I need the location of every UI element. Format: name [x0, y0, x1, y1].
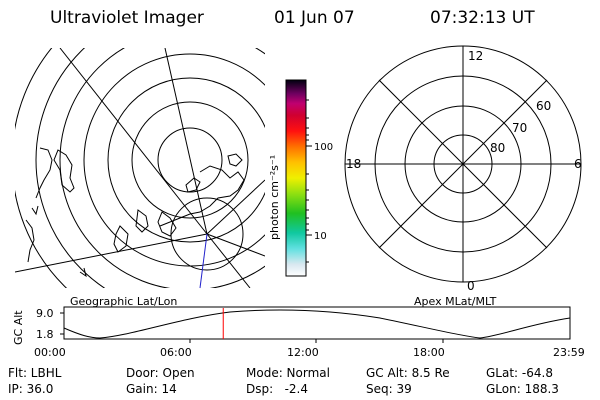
orbit-plot-frame [63, 306, 571, 340]
info-door: Door: Open [126, 366, 195, 380]
lat-label-70: 70 [512, 121, 527, 135]
info-gc-alt: GC Alt: 8.5 Re [366, 366, 450, 380]
date-label: 01 Jun 07 [274, 8, 355, 28]
info-glat: GLat: -64.8 [486, 366, 553, 380]
lat-label-60: 60 [536, 99, 551, 113]
mlt-label-6: 6 [574, 157, 582, 171]
orbit-ytick-min: 1.8 [36, 328, 54, 341]
mlt-label-0: 0 [467, 279, 475, 293]
direction-ticks [31, 205, 87, 278]
colorbar-tick-100: 100 [314, 142, 333, 153]
colorbar-unit-label: photon cm⁻²s⁻¹ [268, 155, 281, 240]
info-dsp: Dsp: -2.4 [246, 382, 309, 396]
info-seq: Seq: 39 [366, 382, 412, 396]
apex-panel-label: Apex MLat/MLT [414, 295, 497, 308]
geographic-panel-label: Geographic Lat/Lon [70, 295, 178, 308]
orbit-xtick-0000: 00:00 [34, 346, 66, 359]
orbit-xtick-1800: 18:00 [413, 346, 445, 359]
time-label: 07:32:13 UT [430, 8, 535, 28]
lat-label-80: 80 [490, 141, 505, 155]
orbit-ylabel: GC Alt [12, 310, 25, 345]
info-ip: IP: 36.0 [8, 382, 54, 396]
orbit-ytick-max: 9.0 [36, 307, 54, 320]
info-filter: Flt: LBHL [8, 366, 62, 380]
mlt-label-18: 18 [346, 157, 361, 171]
orbit-xtick-0600: 06:00 [160, 346, 192, 359]
orbit-altitude-curve [63, 309, 571, 339]
instrument-title: Ultraviolet Imager [50, 8, 204, 28]
mlt-diagonal-b [378, 79, 548, 249]
colorbar-gradient [285, 79, 307, 277]
orbit-xtick-1200: 12:00 [287, 346, 319, 359]
info-mode: Mode: Normal [246, 366, 330, 380]
info-glon: GLon: 188.3 [486, 382, 559, 396]
orbit-xtick-2359: 23:59 [553, 346, 585, 359]
info-gain: Gain: 14 [126, 382, 177, 396]
coastlines [25, 147, 245, 263]
mlt-label-12: 12 [468, 49, 483, 63]
colorbar-tick-10: 10 [314, 231, 327, 242]
meridian-lines [15, 48, 265, 288]
satellite-track [199, 233, 208, 289]
